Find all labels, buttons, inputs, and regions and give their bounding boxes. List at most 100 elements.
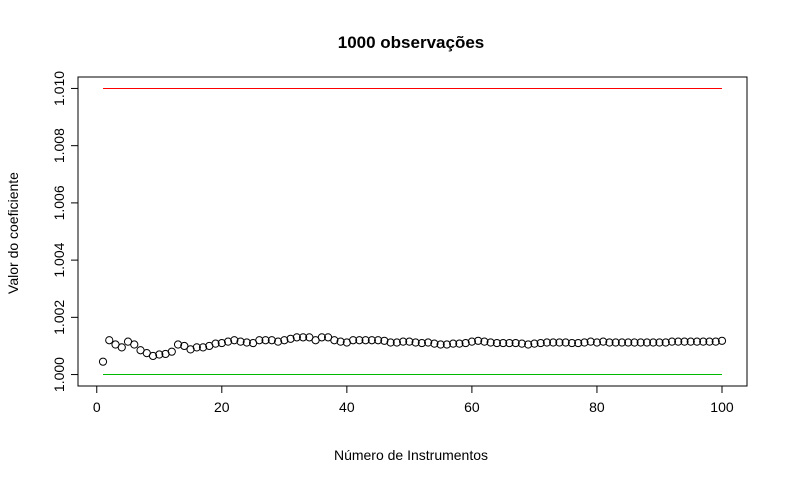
data-point [630, 338, 639, 347]
data-point [467, 337, 476, 346]
data-point [411, 338, 420, 347]
data-point [524, 340, 533, 349]
data-point [386, 338, 395, 347]
x-tick-label: 100 [710, 399, 734, 415]
data-point [230, 336, 239, 345]
data-point [155, 350, 164, 359]
data-point [555, 338, 564, 347]
data-point [374, 336, 383, 345]
data-point [624, 338, 633, 347]
data-point [223, 337, 233, 346]
reference-lines [103, 87, 722, 376]
data-point [255, 336, 264, 345]
data-point [611, 338, 620, 347]
data-point [217, 338, 226, 348]
data-point [499, 338, 508, 348]
data-point [667, 337, 677, 346]
data-point [599, 337, 608, 346]
data-point [430, 339, 439, 348]
data-point [273, 337, 283, 346]
data-point [173, 340, 183, 349]
data-point [474, 336, 483, 345]
data-point [567, 338, 577, 348]
data-point [692, 337, 702, 346]
data-point [167, 347, 176, 356]
data-point [98, 357, 108, 366]
data-point [699, 337, 708, 346]
data-point [586, 337, 595, 346]
y-tick-label: 1.010 [51, 71, 67, 106]
data-point [542, 338, 552, 347]
y-axis-label: Valor do coeficiente [5, 172, 21, 294]
x-tick-label: 60 [464, 399, 480, 415]
data-point [530, 339, 539, 348]
data-point [517, 339, 527, 348]
data-point [511, 338, 520, 348]
x-axis: 0 20 40 60 80 100 [93, 385, 734, 415]
data-point [130, 340, 139, 349]
data-point [292, 333, 301, 342]
data-point [580, 338, 589, 347]
data-point [480, 337, 489, 346]
data-point [574, 338, 583, 348]
data-point [180, 341, 189, 351]
x-tick-label: 80 [589, 399, 605, 415]
data-point [505, 338, 514, 348]
data-point [649, 338, 658, 347]
y-tick-label: 1.004 [51, 242, 67, 277]
data-point [317, 333, 326, 342]
data-point [399, 337, 408, 346]
data-point [192, 343, 201, 352]
data-point [617, 338, 627, 347]
data-point [486, 338, 495, 347]
data-point [280, 336, 289, 345]
data-point [680, 337, 689, 346]
data-point [686, 337, 695, 346]
data-point [117, 343, 126, 352]
data-point [355, 336, 364, 345]
data-point [261, 336, 270, 345]
data-point [661, 338, 670, 347]
data-point [711, 337, 720, 346]
data-point [105, 336, 114, 345]
data-point [592, 338, 602, 347]
data-point [367, 336, 376, 345]
data-point [405, 337, 414, 346]
data-point [298, 333, 308, 342]
data-point [674, 337, 683, 346]
data-point [655, 338, 664, 347]
y-axis: 1.000 1.002 1.004 1.006 1.008 1.010 [51, 71, 79, 392]
y-tick-label: 1.002 [51, 300, 67, 335]
data-point [349, 336, 358, 345]
data-point [705, 337, 714, 346]
data-point [242, 338, 251, 347]
data-point [424, 338, 433, 347]
chart-title: 1000 observações [338, 33, 485, 52]
data-point [605, 338, 614, 347]
data-point [211, 339, 220, 348]
data-point [461, 338, 470, 348]
data-point [455, 339, 464, 348]
data-point [636, 338, 645, 347]
x-tick-label: 0 [93, 399, 101, 415]
x-tick-label: 40 [339, 399, 355, 415]
y-tick-label: 1.006 [51, 185, 67, 220]
data-point [549, 338, 558, 347]
data-point [267, 336, 276, 345]
data-point [492, 338, 502, 348]
data-point [392, 338, 401, 347]
x-axis-label: Número de Instrumentos [334, 447, 488, 463]
data-point [380, 336, 389, 345]
data-point [561, 338, 570, 347]
y-tick-label: 1.000 [51, 357, 67, 392]
data-point [361, 336, 370, 345]
x-tick-label: 20 [214, 399, 230, 415]
data-points [98, 333, 727, 366]
y-tick-label: 1.008 [51, 128, 67, 163]
data-point [148, 351, 158, 361]
data-point [436, 340, 445, 349]
data-point [330, 336, 339, 345]
data-point [642, 338, 652, 347]
data-point [236, 337, 245, 346]
